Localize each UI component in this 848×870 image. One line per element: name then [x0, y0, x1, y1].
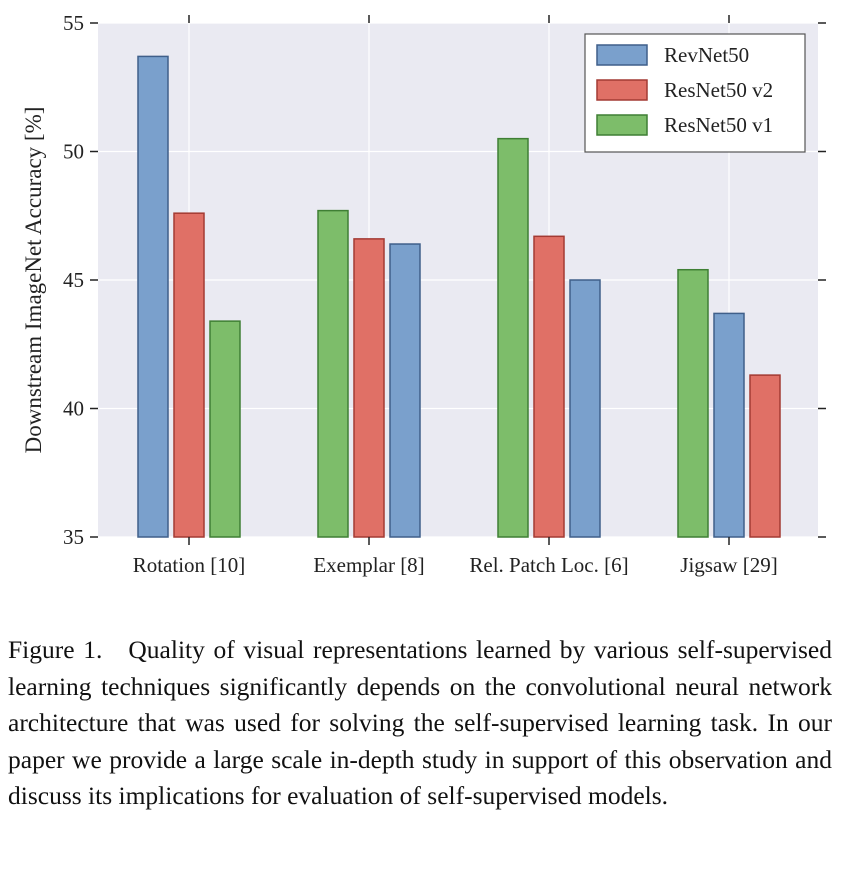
x-tick-label: Jigsaw [29]	[680, 553, 777, 577]
legend-swatch	[596, 114, 648, 136]
legend: RevNet50 ResNet50 v2 ResNet50 v1	[584, 33, 806, 153]
caption-text: Quality of visual representations learne…	[8, 635, 833, 810]
axes: 35 40 45 50 55 Rotation [10] Exemplar [8] Rel. …	[63, 11, 826, 577]
y-tick-label: 35	[63, 525, 84, 549]
y-tick-label: 55	[63, 11, 84, 35]
bar	[317, 209, 349, 538]
caption-label: Figure 1.	[8, 635, 103, 664]
legend-label: ResNet50 v2	[664, 78, 773, 102]
y-tick-label: 50	[63, 140, 84, 164]
y-tick-label: 40	[63, 397, 84, 421]
bar	[569, 279, 601, 538]
legend-swatch	[596, 44, 648, 66]
x-tick-label: Rotation [10]	[133, 553, 246, 577]
bar	[713, 312, 745, 538]
y-axis-label: Downstream ImageNet Accuracy [%]	[21, 107, 46, 454]
bar-chart: 35 40 45 50 55 Rotation [10] Exemplar [8] Rel. …	[21, 11, 826, 577]
y-tick-label: 45	[63, 268, 84, 292]
bar	[353, 238, 385, 538]
figure-caption: Figure 1. Quality of visual representati…	[8, 632, 832, 815]
bar	[137, 55, 169, 538]
bar	[497, 137, 529, 538]
x-tick-label: Rel. Patch Loc. [6]	[469, 553, 628, 577]
bar	[209, 320, 241, 538]
bars	[137, 55, 781, 538]
legend-swatch	[596, 79, 648, 101]
bar	[749, 374, 781, 538]
bar	[389, 243, 421, 538]
bar	[677, 268, 709, 538]
bar	[173, 212, 205, 538]
bar	[533, 235, 565, 538]
x-tick-label: Exemplar [8]	[313, 553, 424, 577]
legend-label: RevNet50	[664, 43, 749, 67]
legend-label: ResNet50 v1	[664, 113, 773, 137]
